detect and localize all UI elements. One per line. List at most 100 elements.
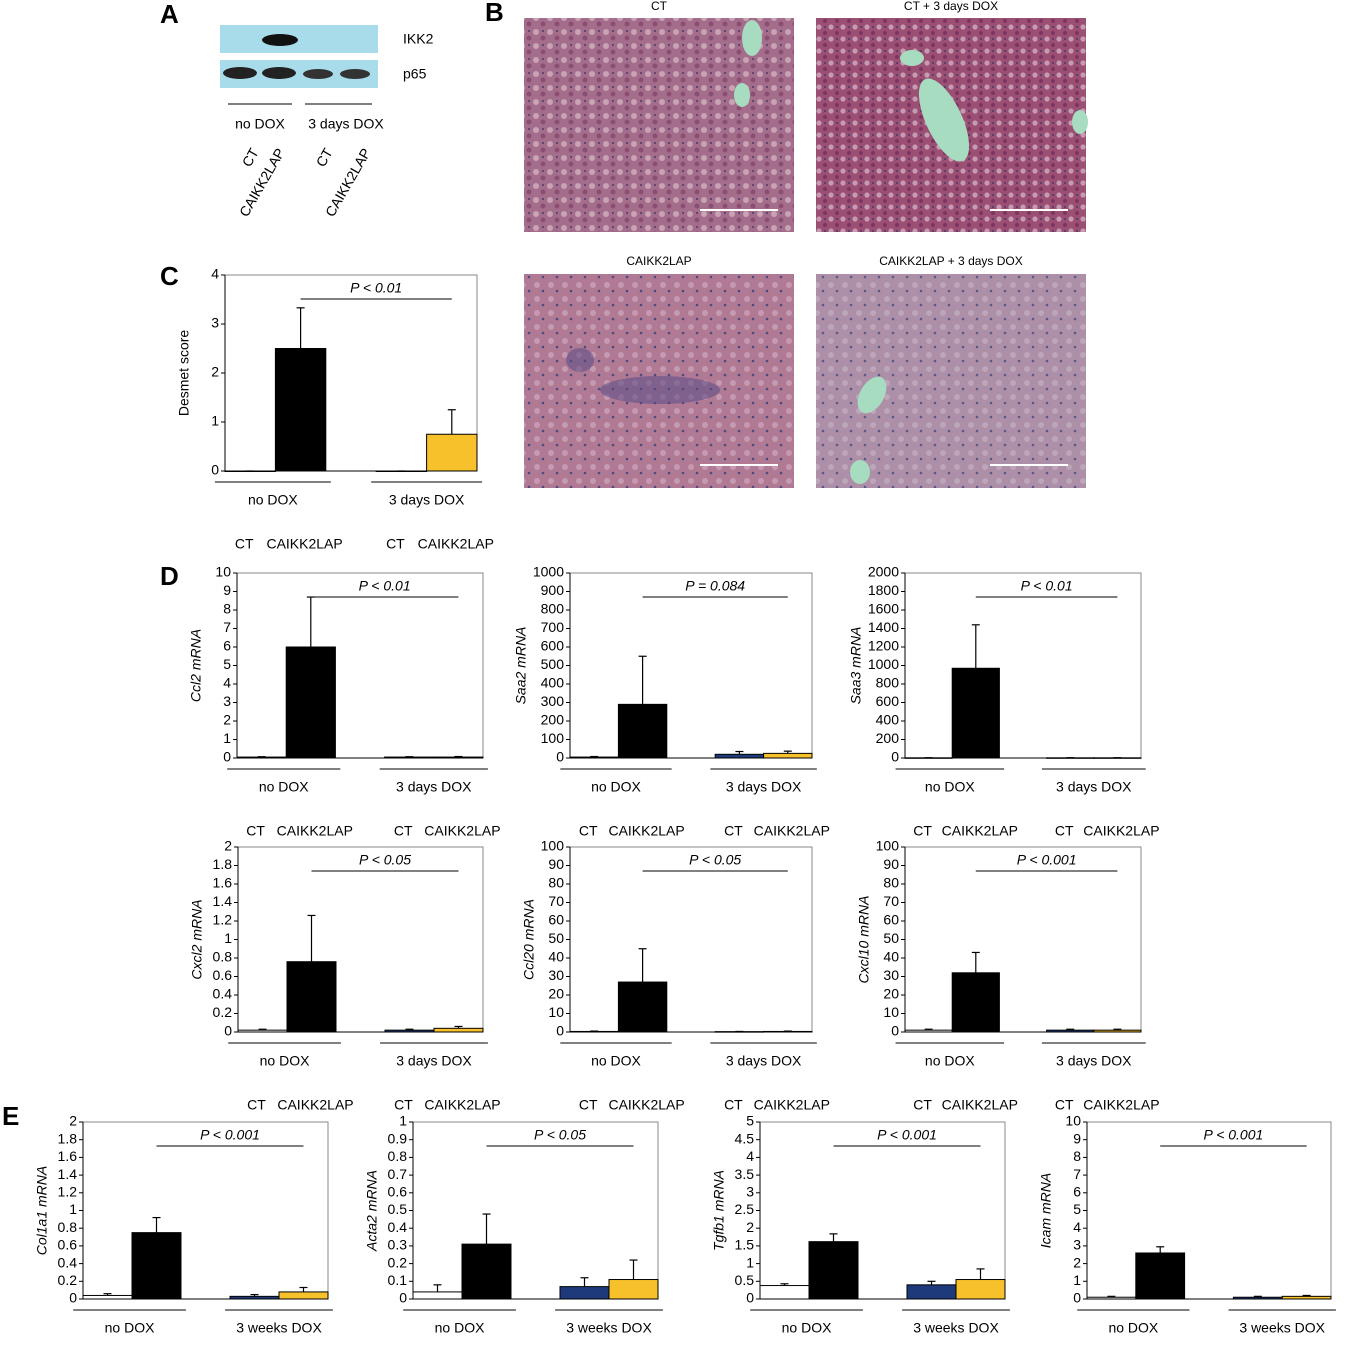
category-label: CAIKK2LAP: [754, 823, 830, 839]
y-tick-label: 70: [548, 893, 564, 909]
bar: [229, 1295, 280, 1300]
bar: [1046, 1029, 1095, 1033]
category-label: CT: [1055, 1097, 1074, 1113]
y-tick-label: 100: [876, 838, 900, 854]
annotation: P < 0.01: [350, 280, 402, 296]
category-label: CAIKK2LAP: [754, 1097, 830, 1113]
y-tick-label: 0.2: [213, 1004, 233, 1020]
category-label: CAIKK2LAP: [418, 536, 494, 552]
group-label: no DOX: [235, 116, 285, 132]
y-tick-label: 400: [541, 675, 565, 691]
bar: [433, 1027, 484, 1033]
y-tick-label: 2: [69, 1113, 77, 1129]
y-tick-label: 0: [223, 749, 231, 765]
group-label: 3 weeks DOX: [236, 1320, 322, 1336]
y-tick-label: 30: [548, 967, 564, 983]
y-tick-label: 0: [399, 1290, 407, 1306]
bar: [763, 752, 813, 759]
micrograph-title: CAIKK2LAP + 3 days DOX: [879, 254, 1023, 268]
y-tick-label: 10: [215, 564, 231, 580]
micrograph: [524, 274, 794, 488]
bar: [426, 433, 478, 472]
y-tick-label: 4: [746, 1148, 754, 1164]
y-tick-label: 600: [876, 693, 900, 709]
bar: [1232, 1296, 1283, 1300]
y-tick-label: 60: [883, 912, 899, 928]
panel-label: E: [2, 1101, 19, 1131]
panel-label: B: [485, 0, 504, 27]
bar: [951, 972, 1000, 1033]
y-tick-label: 1600: [868, 601, 899, 617]
y-tick-label: 0.9: [388, 1130, 408, 1146]
category-label: CT: [386, 536, 405, 552]
bar: [904, 1029, 953, 1033]
micrograph-title: CT + 3 days DOX: [904, 0, 998, 13]
plot-frame: [569, 572, 813, 759]
bar: [236, 756, 287, 759]
plot-frame: [1086, 1121, 1332, 1300]
bar: [278, 1291, 329, 1300]
category-label: CT: [579, 1097, 598, 1113]
y-tick-label: 1: [399, 1113, 407, 1129]
blot-band: [303, 69, 333, 79]
lane-label: CT: [313, 145, 336, 170]
blot-band: [223, 67, 257, 79]
group-label: no DOX: [782, 1320, 832, 1336]
y-tick-label: 800: [876, 675, 900, 691]
plot-frame: [904, 846, 1142, 1033]
y-tick-label: 0: [891, 1023, 899, 1039]
bar: [1086, 1296, 1137, 1300]
y-axis-label: Tgfb1 mRNA: [711, 1170, 727, 1251]
bar: [82, 1294, 133, 1300]
bar: [1093, 757, 1142, 759]
y-tick-label: 0.6: [213, 967, 233, 983]
y-tick-label: 2: [224, 838, 232, 854]
y-tick-label: 90: [548, 856, 564, 872]
category-label: CAIKK2LAP: [266, 536, 342, 552]
y-tick-label: 2.5: [735, 1201, 755, 1217]
category-label: CAIKK2LAP: [277, 823, 353, 839]
y-axis-label: Icam mRNA: [1038, 1173, 1054, 1248]
y-tick-label: 1200: [868, 638, 899, 654]
annotation: P < 0.01: [359, 578, 411, 594]
bar: [906, 1284, 957, 1300]
y-tick-label: 7: [1073, 1166, 1081, 1182]
blot-band: [262, 34, 298, 46]
micrograph-title: CT: [651, 0, 668, 13]
category-label: CAIKK2LAP: [1083, 823, 1159, 839]
y-tick-label: 3: [1073, 1237, 1081, 1253]
y-tick-label: 0: [556, 1023, 564, 1039]
plot-frame: [759, 1121, 1006, 1300]
micrograph: [816, 274, 1086, 488]
group-label: no DOX: [259, 779, 309, 795]
bar: [285, 646, 336, 759]
bar: [224, 470, 276, 472]
group-label: 3 days DOX: [396, 779, 472, 795]
y-tick-label: 50: [548, 930, 564, 946]
y-axis-label: Saa2 mRNA: [513, 627, 529, 705]
bar: [237, 1029, 288, 1033]
bar: [1281, 1295, 1332, 1300]
group-label: 3 weeks DOX: [566, 1320, 652, 1336]
y-tick-label: 3: [211, 315, 219, 331]
category-label: CAIKK2LAP: [424, 1097, 500, 1113]
y-tick-label: 1: [223, 730, 231, 746]
panel-label: A: [160, 0, 179, 29]
bar: [951, 667, 1000, 759]
bar: [808, 1241, 859, 1300]
plot-frame: [412, 1121, 659, 1300]
group-label: 3 weeks DOX: [1239, 1320, 1325, 1336]
y-axis-label: Ccl2 mRNA: [188, 629, 204, 702]
y-tick-label: 4: [223, 675, 231, 691]
category-label: CT: [724, 1097, 743, 1113]
y-tick-label: 0.1: [388, 1272, 408, 1288]
y-axis-label: Col1a1 mRNA: [34, 1166, 50, 1255]
y-tick-label: 80: [548, 875, 564, 891]
y-tick-label: 1: [224, 930, 232, 946]
y-axis-label: Desmet score: [176, 330, 192, 417]
y-tick-label: 9: [1073, 1130, 1081, 1146]
y-tick-label: 2: [1073, 1254, 1081, 1270]
y-axis-label: Cxcl2 mRNA: [189, 899, 205, 979]
y-tick-label: 1.4: [58, 1166, 78, 1182]
y-tick-label: 300: [541, 693, 565, 709]
